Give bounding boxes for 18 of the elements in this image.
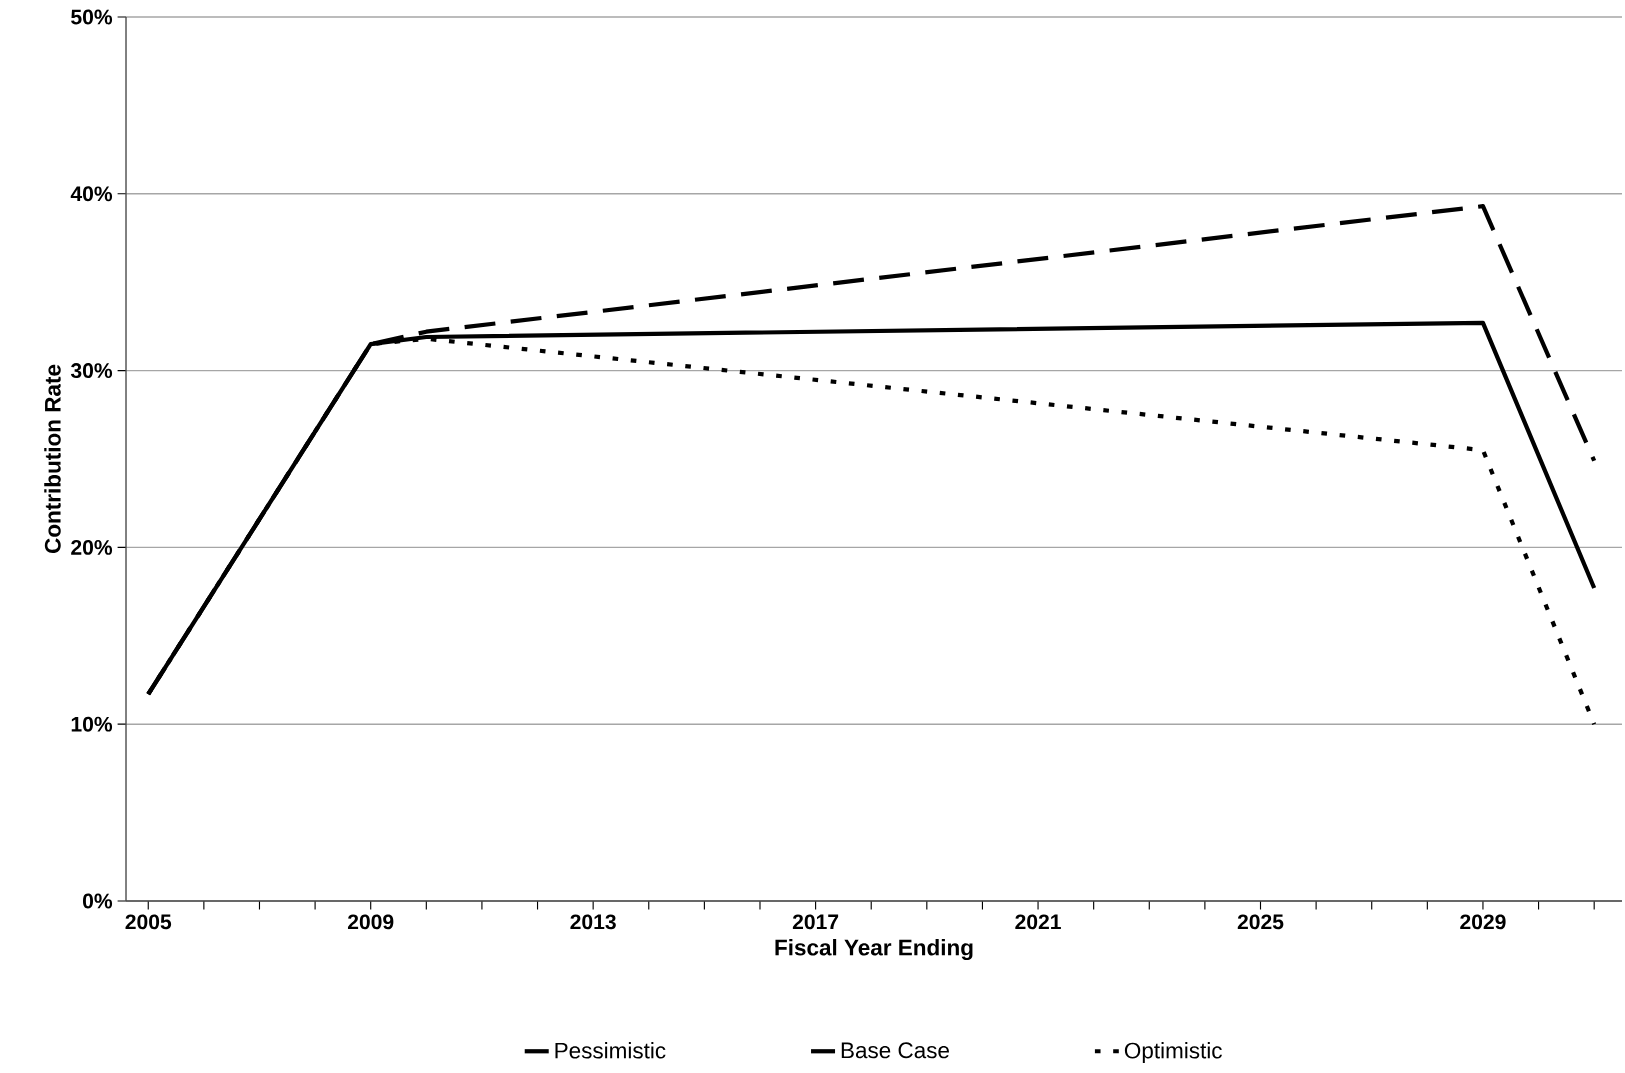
x-tick-label: 2009 [347,914,394,930]
x-tick-label: 2017 [792,914,839,930]
y-tick-label: 50% [71,9,113,25]
y-tick-label: 30% [70,363,113,379]
y-tick-label: 10% [71,716,113,732]
x-tick-label: 2013 [570,914,616,930]
y-tick-label: 0% [83,893,113,909]
legend-label: Optimistic [1124,1042,1222,1064]
y-axis-title: Contribution Rate [44,364,61,554]
x-tick-label: 2029 [1460,914,1506,930]
x-tick-label: 2021 [1015,914,1061,930]
legend-label: Pessimistic [555,1042,666,1059]
x-axis-title: Fiscal Year Ending [775,939,973,961]
y-tick-label: 40% [70,186,113,202]
x-tick-label: 2005 [125,914,172,930]
legend-label: Base Case [841,1042,949,1059]
y-tick-label: 20% [71,539,113,555]
x-tick-label: 2025 [1237,914,1284,930]
